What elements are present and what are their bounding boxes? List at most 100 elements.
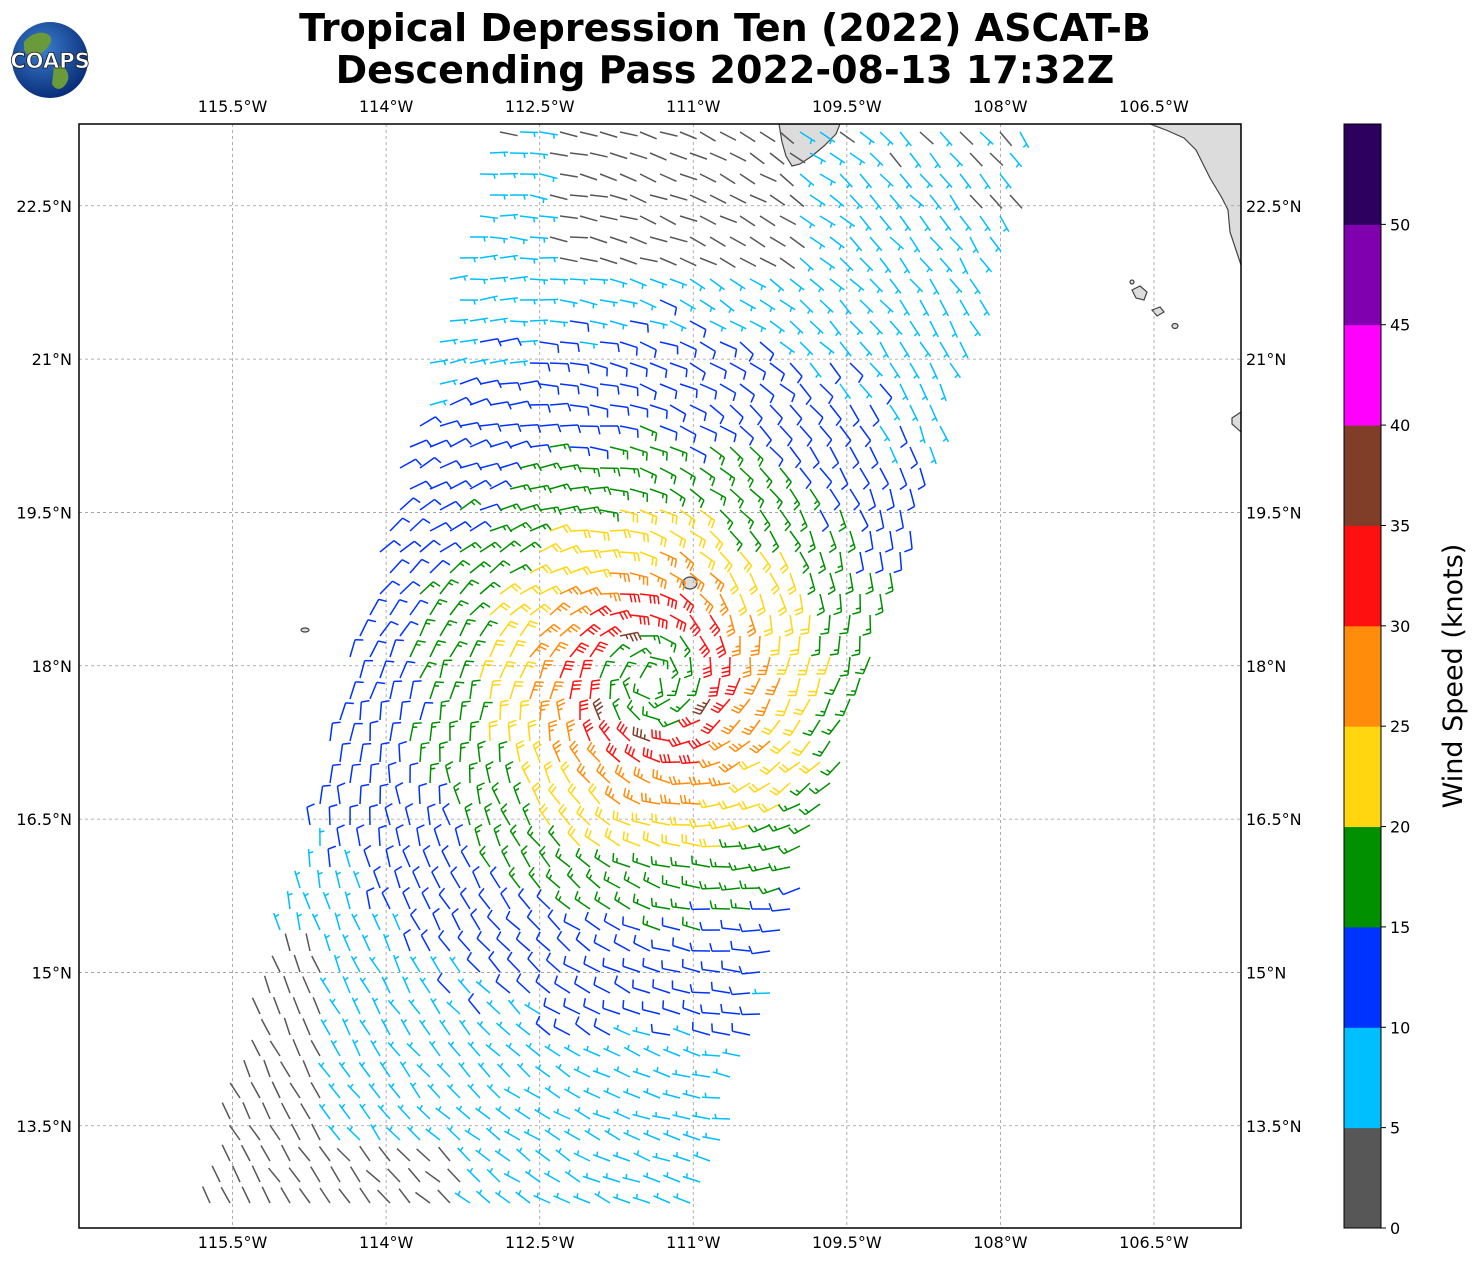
wind-barb: [702, 656, 713, 679]
colorbar-tick-label: 10: [1390, 1018, 1410, 1037]
wind-barb: [397, 1104, 411, 1120]
wind-barb: [563, 998, 581, 1015]
wind-barb: [747, 824, 771, 833]
wind-barb: [739, 880, 761, 890]
wind-barb: [370, 1040, 381, 1057]
wind-barb: [729, 320, 747, 332]
wind-barb: [709, 320, 727, 332]
wind-barb: [989, 194, 1003, 209]
wind-barb: [419, 661, 437, 679]
wind-barb: [759, 467, 773, 489]
wind-barb: [569, 320, 590, 332]
wind-barb: [489, 639, 506, 658]
wind-barb: [698, 635, 711, 658]
wind-barb: [639, 383, 657, 401]
wind-barb: [499, 172, 519, 179]
wind-barb: [807, 572, 816, 596]
wind-barb: [379, 741, 390, 763]
wind-barb: [719, 593, 729, 617]
wind-barb: [869, 236, 883, 252]
wind-barb: [379, 660, 395, 679]
wind-barb: [589, 679, 601, 700]
wind-barb: [629, 194, 647, 204]
wind-barb: [539, 173, 558, 183]
wind-barb: [869, 320, 884, 336]
wind-barb: [459, 618, 476, 637]
wind-barb: [446, 1083, 461, 1099]
wind-barb: [589, 605, 612, 617]
wind-barb: [909, 446, 919, 470]
wind-barb: [507, 999, 521, 1015]
wind-barb: [579, 131, 598, 137]
wind-barb: [469, 720, 480, 742]
wind-barb: [376, 1189, 391, 1204]
wind-barb: [271, 1081, 281, 1099]
wind-barb: [330, 1166, 341, 1183]
islas-marias-1: [1131, 285, 1148, 301]
wind-barb: [437, 1189, 451, 1204]
wind-barb: [329, 998, 341, 1015]
wind-barb: [629, 362, 648, 378]
wind-barb: [739, 341, 754, 362]
wind-barb: [290, 1123, 301, 1141]
wind-barb: [959, 215, 972, 232]
wind-barb: [659, 425, 678, 441]
wind-barb: [509, 320, 529, 327]
wind-barb: [505, 1042, 521, 1057]
wind-barb: [539, 215, 558, 223]
wind-barb: [359, 1019, 371, 1036]
wind-barb: [731, 635, 741, 657]
wind-barb: [807, 677, 821, 697]
wind-barb: [672, 1193, 691, 1204]
wind-barb: [789, 194, 805, 208]
wind-barb: [639, 341, 657, 359]
wind-barb: [681, 958, 701, 973]
wind-barb: [919, 299, 930, 317]
wind-barb: [697, 759, 721, 769]
wind-barb: [689, 194, 707, 204]
wind-barb: [649, 362, 668, 378]
wind-barb: [479, 295, 498, 302]
wind-barb: [519, 173, 539, 179]
wind-barb: [661, 875, 681, 889]
wind-barb: [468, 762, 478, 784]
wind-barb: [369, 956, 381, 973]
wind-barb: [555, 1063, 571, 1078]
wind-barb: [779, 215, 797, 226]
wind-barb: [969, 320, 981, 337]
wind-barb: [559, 173, 578, 178]
wind-barb: [699, 593, 714, 615]
wind-barb: [824, 677, 841, 696]
wind-barb: [402, 886, 411, 910]
wind-barb: [759, 173, 777, 183]
wind-barb: [548, 782, 561, 805]
wind-barb: [347, 1083, 361, 1099]
wind-barb: [536, 888, 551, 910]
wind-barb: [879, 299, 894, 314]
wind-barb: [613, 934, 631, 952]
wind-barb: [503, 1128, 521, 1141]
wind-barb: [708, 777, 731, 787]
wind-barb: [538, 845, 551, 868]
wind-barb: [485, 1126, 501, 1141]
wind-barb: [609, 572, 631, 583]
wind-barb: [688, 818, 711, 828]
wind-barb: [632, 683, 651, 700]
wind-barb: [318, 1103, 331, 1120]
wind-barb: [849, 362, 864, 384]
wind-barb: [683, 656, 693, 679]
wind-barb: [681, 833, 701, 847]
wind-barb: [459, 462, 483, 471]
wind-barb: [416, 1063, 431, 1078]
wind-barb: [485, 761, 494, 784]
wind-barb: [539, 699, 550, 721]
wind-barb: [904, 530, 913, 553]
wind-barb: [469, 679, 481, 700]
wind-barb: [387, 761, 397, 784]
wind-barb: [475, 1106, 491, 1120]
wind-barb: [867, 488, 877, 512]
wind-barb: [350, 955, 361, 973]
wind-barb: [529, 152, 548, 160]
wind-barb: [929, 362, 939, 380]
wind-barb: [879, 257, 892, 274]
